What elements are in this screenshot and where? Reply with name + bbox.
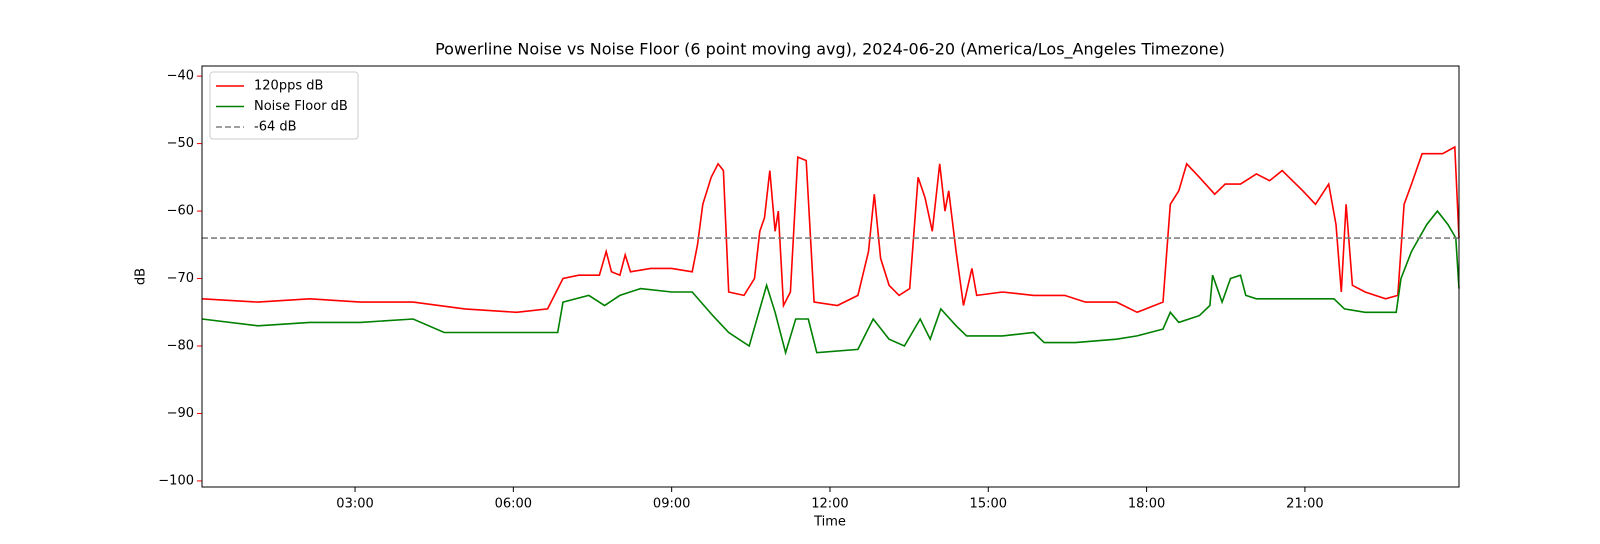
y-tick-label: −70 <box>167 271 194 286</box>
data-line <box>201 145 1460 314</box>
y-tick-label: −100 <box>158 473 194 488</box>
x-tick-label: 21:00 <box>1286 497 1323 512</box>
chart-title: Powerline Noise vs Noise Floor (6 point … <box>435 40 1225 60</box>
legend-box <box>209 71 359 140</box>
legend-label: -64 dB <box>254 120 297 135</box>
y-tick-label: −90 <box>167 406 194 421</box>
x-axis-label: Time <box>813 515 846 530</box>
x-tick-label: 03:00 <box>336 497 373 512</box>
y-tick-label: −50 <box>167 136 194 151</box>
x-tick-label: 15:00 <box>970 497 1007 512</box>
x-tick-label: 06:00 <box>495 497 532 512</box>
plot-frame <box>201 65 1460 488</box>
y-tick-label: −40 <box>167 69 194 84</box>
y-tick-label: −60 <box>167 204 194 219</box>
legend-label: 120pps dB <box>254 79 323 94</box>
y-tick-label: −80 <box>167 338 194 353</box>
data-line <box>201 209 1460 356</box>
x-tick-label: 09:00 <box>653 497 690 512</box>
legend-label: Noise Floor dB <box>254 99 348 114</box>
y-axis-label: dB <box>134 268 149 285</box>
x-tick-label: 12:00 <box>811 497 848 512</box>
x-tick-label: 18:00 <box>1128 497 1165 512</box>
